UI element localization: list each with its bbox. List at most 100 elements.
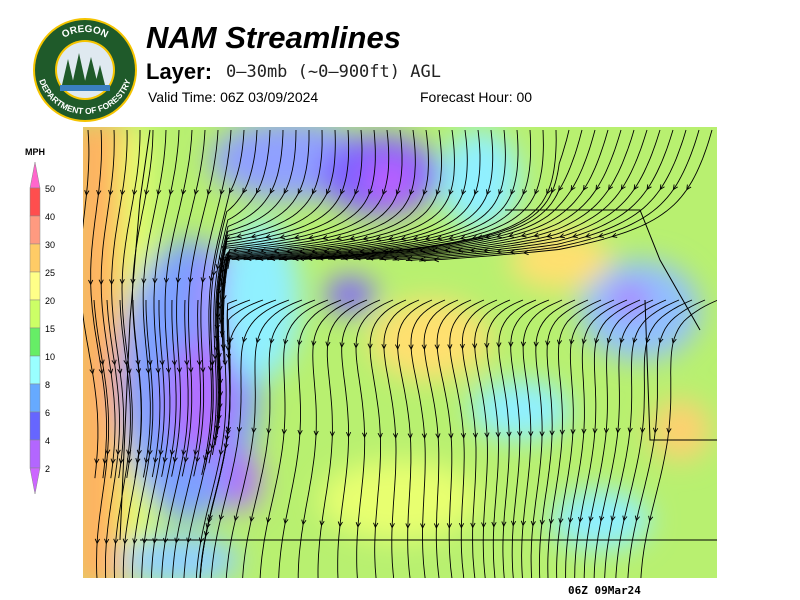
streamline-arrow <box>632 337 638 344</box>
streamline-arrow <box>113 538 119 545</box>
legend-swatch <box>29 383 41 413</box>
streamline <box>111 129 128 479</box>
streamline-arrow <box>375 235 382 241</box>
streamline-arrow <box>235 233 242 239</box>
streamline-arrow <box>522 189 528 196</box>
streamline <box>172 299 201 578</box>
streamline-arrow <box>471 234 478 240</box>
streamline-arrow <box>508 232 515 238</box>
streamline <box>267 129 544 261</box>
legend-label: 20 <box>45 296 55 306</box>
logo-top-path: OREGON <box>60 24 110 41</box>
streamline-arrow <box>599 515 605 522</box>
streamline-arrow <box>495 432 501 438</box>
streamline-arrow <box>501 521 507 528</box>
streamline <box>486 299 524 578</box>
streamline-arrow <box>368 189 374 196</box>
legend-label: 40 <box>45 212 55 222</box>
logo-water <box>60 85 110 91</box>
streamline <box>615 299 693 578</box>
streamline-arrow <box>549 430 555 437</box>
streamline-arrow <box>319 520 325 527</box>
streamline-arrow <box>473 189 479 196</box>
streamline-arrow <box>126 368 132 375</box>
streamline-arrow <box>214 425 221 432</box>
streamline-arrow <box>96 189 102 196</box>
streamline-arrow <box>581 428 587 435</box>
legend-label: 25 <box>45 268 55 278</box>
streamline-arrow <box>156 189 162 196</box>
streamline-arrow <box>484 432 490 439</box>
streamline-arrow <box>362 235 369 241</box>
streamline-arrow <box>434 344 440 351</box>
streamline-arrow <box>672 184 678 191</box>
streamline-arrow <box>301 519 307 526</box>
streamline-arrow <box>297 429 303 436</box>
streamline-arrow <box>405 523 411 529</box>
streamline-arrow <box>584 232 591 238</box>
streamline-arrow <box>256 187 261 194</box>
streamline-arrow <box>389 522 395 529</box>
streamline-arrow <box>349 235 356 241</box>
streamline-arrow <box>228 336 234 343</box>
streamline-arrow <box>184 360 190 366</box>
streamline <box>530 299 576 578</box>
streamline-arrow <box>226 339 232 346</box>
streamline-arrow <box>216 352 222 359</box>
streamline <box>217 129 376 373</box>
streamline-arrow <box>608 184 614 191</box>
streamline-arrow <box>381 344 387 350</box>
streamline <box>161 299 189 578</box>
streamline-arrow <box>102 458 108 465</box>
streamline-arrow <box>582 184 588 191</box>
streamline-arrow <box>219 331 225 337</box>
streamline-arrow <box>135 457 141 464</box>
streamline-arrow <box>498 189 504 196</box>
streamline-arrow <box>144 457 150 464</box>
streamline <box>369 299 407 578</box>
streamline-arrow <box>459 235 466 241</box>
streamline-arrow <box>264 233 271 239</box>
streamline-arrow <box>325 341 331 348</box>
streamline <box>121 130 141 478</box>
streamline-arrow <box>640 427 646 434</box>
streamline-arrow <box>569 339 575 346</box>
streamline-arrow <box>534 188 540 195</box>
streamline <box>284 129 570 261</box>
streamline-arrow <box>174 537 180 544</box>
streamline-arrow <box>145 368 151 374</box>
streamline-arrow <box>421 344 427 351</box>
streamline-arrow <box>147 449 153 456</box>
streamline <box>211 129 284 455</box>
legend-label: 6 <box>45 408 50 418</box>
map-timestamp: 06Z 09Mar24 <box>568 584 641 597</box>
streamline <box>315 129 609 260</box>
streamline-arrow <box>207 514 213 521</box>
streamline-arrow <box>484 342 490 349</box>
streamline-arrow <box>269 338 275 345</box>
streamline-arrow <box>163 277 169 284</box>
streamline <box>353 129 648 260</box>
streamline-arrow <box>559 429 565 436</box>
streamline-arrow <box>486 189 491 196</box>
legend-swatch <box>29 243 41 273</box>
streamline-arrow <box>175 277 181 284</box>
streamline-arrow <box>152 538 158 544</box>
streamline-arrow <box>117 368 123 375</box>
streamline-arrow <box>482 248 489 254</box>
streamline-arrow <box>436 235 443 241</box>
legend-label: 10 <box>45 352 55 362</box>
streamline-arrow <box>104 538 110 545</box>
streamline-arrow <box>472 343 478 350</box>
streamline-arrow <box>470 522 476 529</box>
legend-label: 50 <box>45 184 55 194</box>
streamline-arrow <box>595 184 601 191</box>
streamline <box>131 300 154 578</box>
layer-label: Layer: <box>146 59 212 84</box>
streamline <box>204 129 258 470</box>
streamline-arrow <box>634 515 640 522</box>
streamline-arrow <box>218 449 224 456</box>
streamline <box>151 129 180 478</box>
legend-swatch <box>29 299 41 329</box>
streamline-arrow <box>496 248 503 254</box>
